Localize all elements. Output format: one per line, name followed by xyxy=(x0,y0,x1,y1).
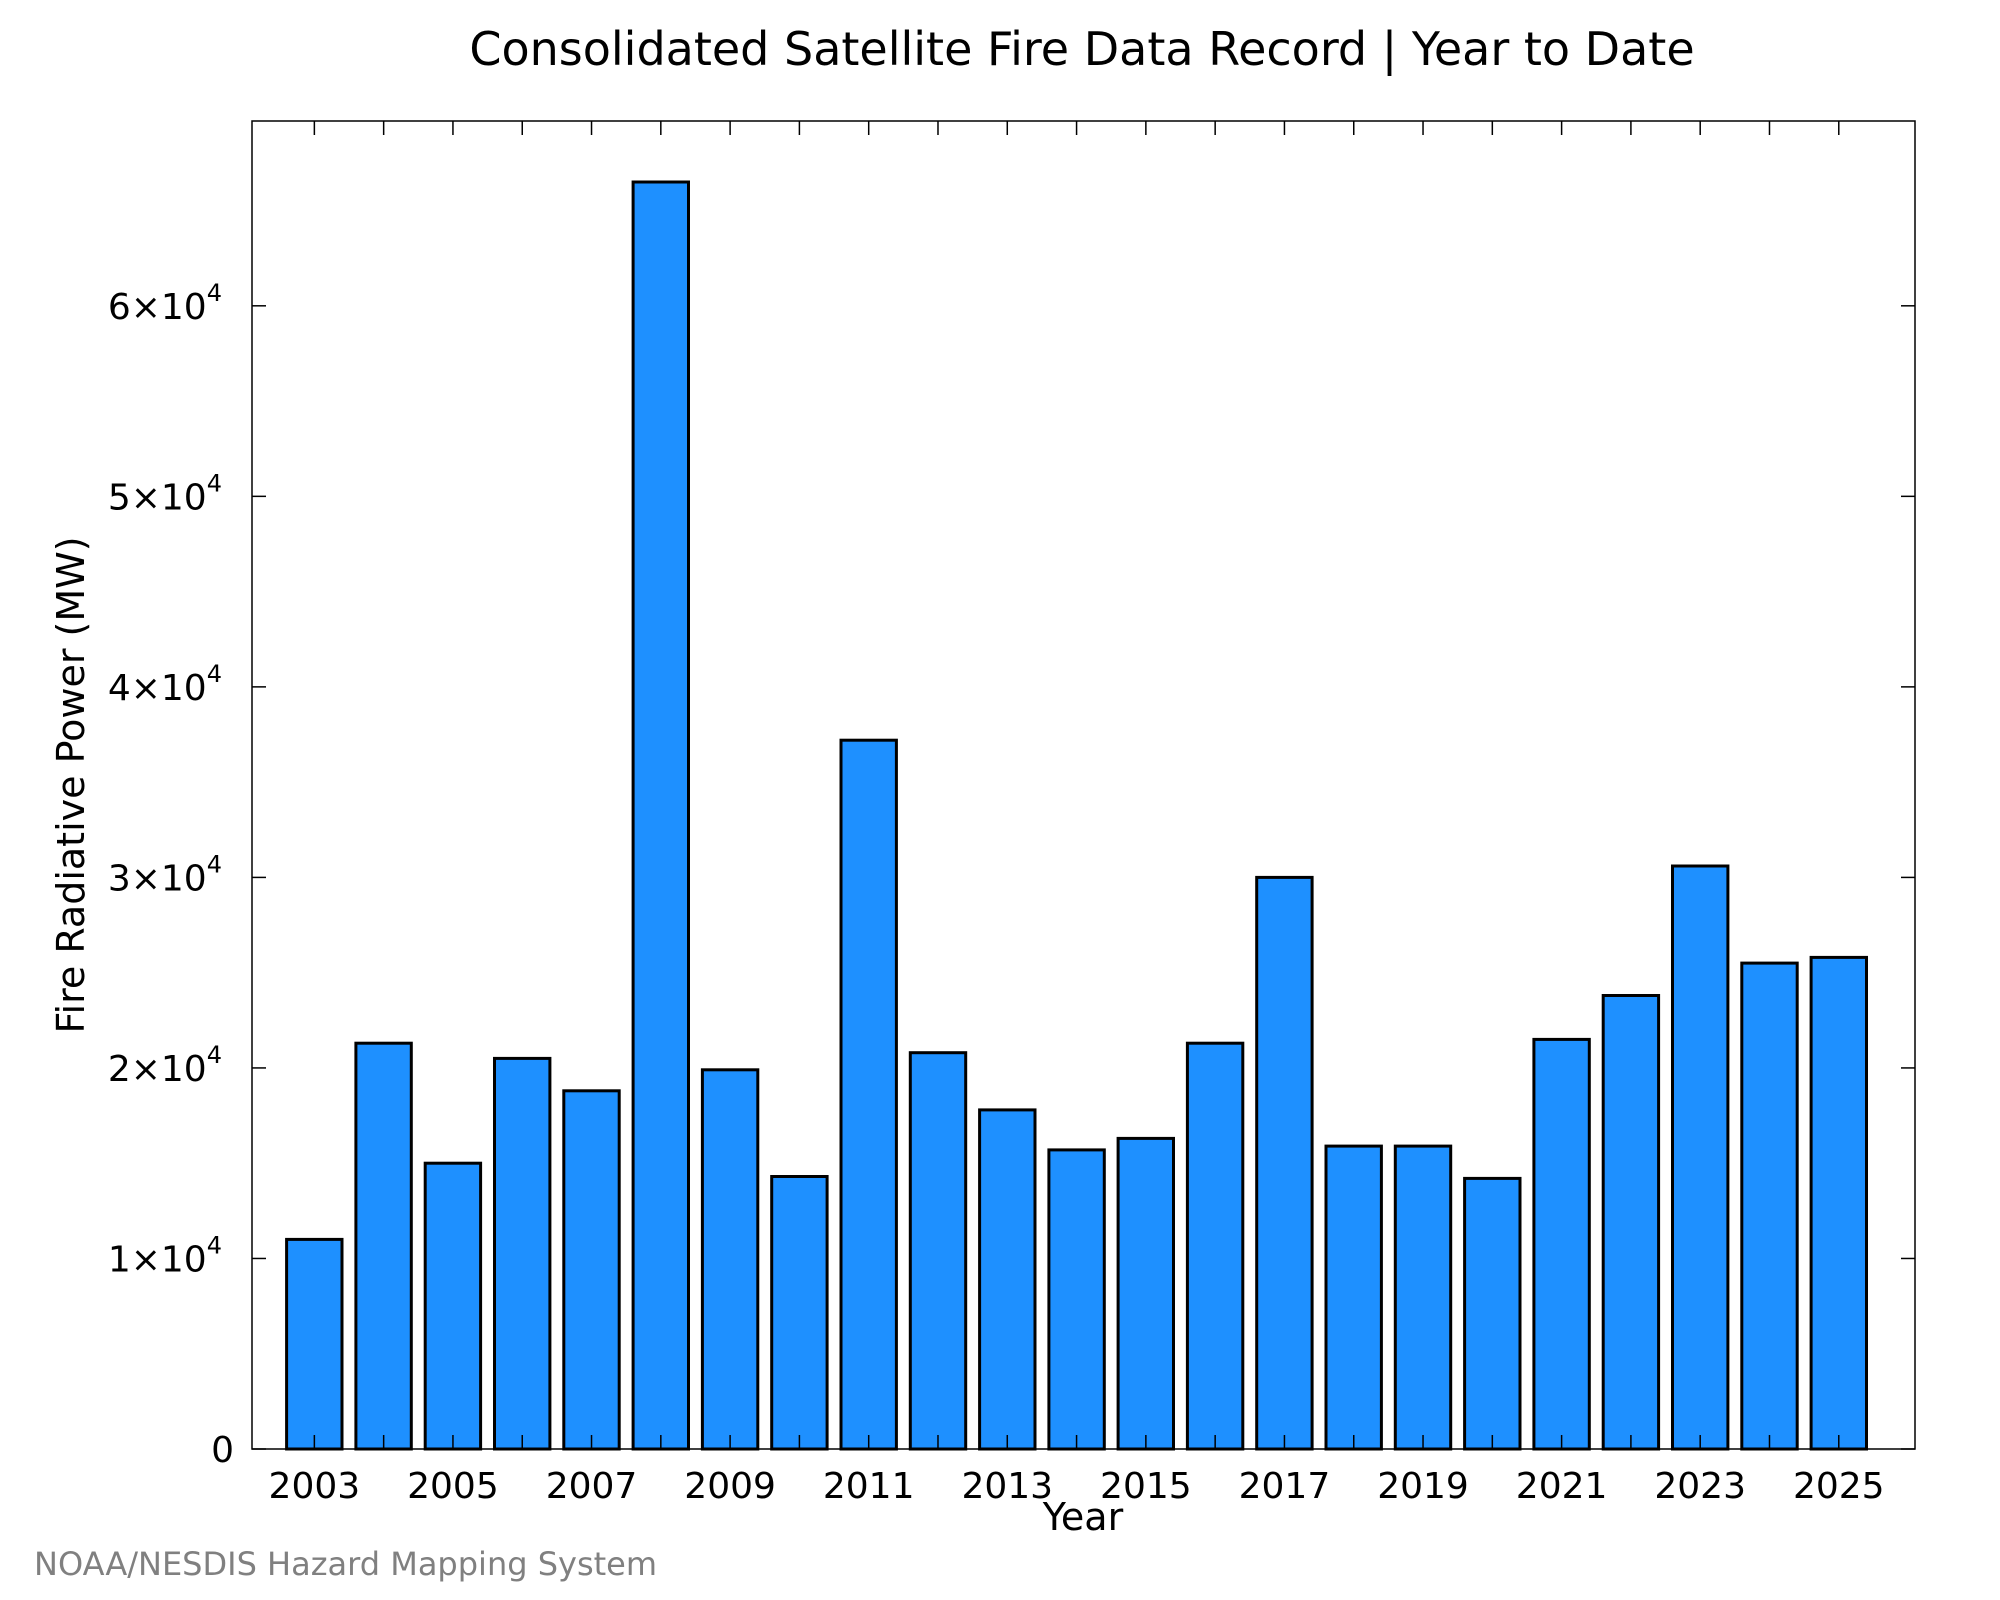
bar-2020 xyxy=(1463,1176,1522,1451)
y-tick-label: 1×104 xyxy=(108,1231,222,1280)
credit-text: NOAA/NESDIS Hazard Mapping System xyxy=(34,1545,657,1583)
bar-2019 xyxy=(1393,1144,1453,1451)
bar-2022 xyxy=(1601,994,1661,1451)
chart-title: Consolidated Satellite Fire Data Record … xyxy=(469,22,1694,77)
bar-2012 xyxy=(908,1051,968,1451)
bar-2006 xyxy=(493,1056,552,1451)
x-axis-ticks: 2003 2005 2007 2009 2011 2013 2015 2017 2019 2021… xyxy=(269,121,1885,1507)
x-tick-label: 2025 xyxy=(1793,1466,1885,1507)
plot-frame xyxy=(251,120,1916,1450)
x-tick-label: 2013 xyxy=(961,1466,1053,1507)
bar-2021 xyxy=(1532,1037,1591,1451)
bar-2003 xyxy=(285,1237,344,1451)
bar-2013 xyxy=(978,1108,1037,1451)
bar-2016 xyxy=(1185,1041,1245,1451)
x-tick-label: 2017 xyxy=(1239,1466,1331,1507)
x-tick-label: 2003 xyxy=(269,1466,361,1507)
y-axis-label: Fire Radiative Power (MW) xyxy=(49,536,93,1033)
bars-group xyxy=(285,180,1868,1451)
y-tick-label: 3×104 xyxy=(108,850,222,899)
bar-2008 xyxy=(631,180,690,1451)
x-tick-label: 2023 xyxy=(1654,1466,1746,1507)
bar-2018 xyxy=(1324,1144,1383,1451)
x-tick-label: 2007 xyxy=(546,1466,638,1507)
x-tick-label: 2019 xyxy=(1377,1466,1469,1507)
bar-2004 xyxy=(354,1041,413,1451)
bar-2009 xyxy=(700,1068,760,1451)
y-tick-label: 4×104 xyxy=(108,660,222,709)
y-tick-label: 2×104 xyxy=(108,1041,222,1090)
x-axis-label: Year xyxy=(1042,1495,1124,1539)
y-axis-ticks: 0 1×104 2×104 3×104 4×104 5×104 6×104 xyxy=(108,279,1915,1471)
x-tick-label: 2021 xyxy=(1516,1466,1608,1507)
x-tick-label: 2011 xyxy=(823,1466,915,1507)
bar-2023 xyxy=(1671,864,1730,1451)
y-tick-label: 6×104 xyxy=(108,279,222,328)
x-tick-label: 2015 xyxy=(1100,1466,1192,1507)
bar-2017 xyxy=(1255,875,1314,1451)
bar-2011 xyxy=(839,738,898,1451)
bar-2014 xyxy=(1047,1148,1106,1451)
x-tick-label: 2009 xyxy=(684,1466,776,1507)
bar-2005 xyxy=(423,1161,483,1451)
bar-2024 xyxy=(1740,961,1799,1451)
bar-2010 xyxy=(770,1175,829,1451)
bar-2025 xyxy=(1809,955,1868,1451)
bar-2007 xyxy=(562,1089,621,1451)
y-tick-label: 0 xyxy=(211,1430,234,1471)
y-tick-label: 5×104 xyxy=(108,469,222,518)
x-tick-label: 2005 xyxy=(407,1466,499,1507)
bar-2015 xyxy=(1116,1136,1175,1451)
